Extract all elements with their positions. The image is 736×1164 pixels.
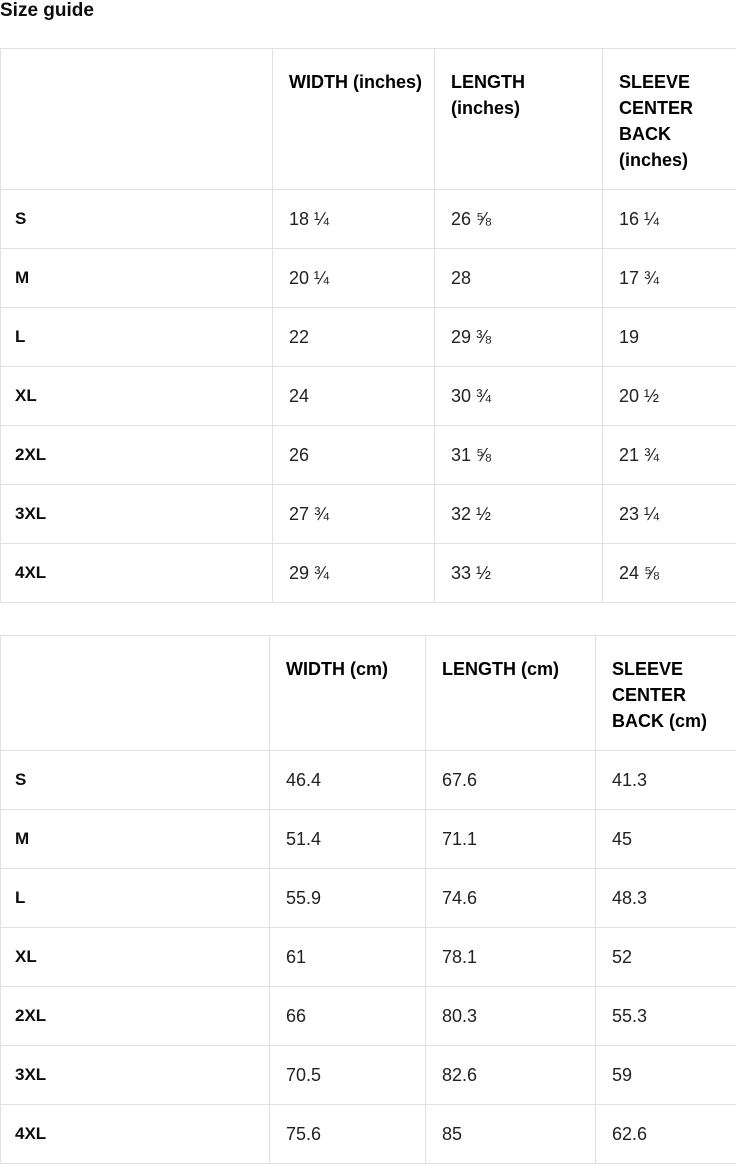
measurement-value: 29 ⅜ (435, 308, 603, 367)
measurement-value: 23 ¼ (603, 485, 736, 544)
measurement-value: 52 (596, 928, 736, 987)
measurement-value: 22 (273, 308, 435, 367)
size-table-cm: WIDTH (cm)LENGTH (cm)SLEEVE CENTER BACK … (0, 635, 736, 1164)
measurement-value: 70.5 (270, 1046, 426, 1105)
measurement-value: 26 (273, 426, 435, 485)
measurement-value: 67.6 (426, 751, 596, 810)
measurement-value: 17 ¾ (603, 249, 736, 308)
size-label: 3XL (1, 485, 273, 544)
measurement-value: 18 ¼ (273, 190, 435, 249)
size-label: 4XL (1, 544, 273, 603)
measurement-value: 74.6 (426, 869, 596, 928)
measurement-value: 20 ½ (603, 367, 736, 426)
measurement-value: 45 (596, 810, 736, 869)
size-label: L (1, 869, 270, 928)
measurement-value: 41.3 (596, 751, 736, 810)
column-header: WIDTH (cm) (270, 636, 426, 751)
measurement-value: 16 ¼ (603, 190, 736, 249)
size-table-inches: WIDTH (inches)LENGTH (inches)SLEEVE CENT… (0, 48, 736, 603)
measurement-value: 82.6 (426, 1046, 596, 1105)
measurement-value: 30 ¾ (435, 367, 603, 426)
measurement-value: 21 ¾ (603, 426, 736, 485)
measurement-value: 51.4 (270, 810, 426, 869)
size-table-cm-header: WIDTH (cm)LENGTH (cm)SLEEVE CENTER BACK … (1, 636, 736, 751)
size-label: XL (1, 928, 270, 987)
measurement-value: 59 (596, 1046, 736, 1105)
column-header: SLEEVE CENTER BACK (cm) (596, 636, 736, 751)
measurement-value: 27 ¾ (273, 485, 435, 544)
size-label: 3XL (1, 1046, 270, 1105)
measurement-value: 75.6 (270, 1105, 426, 1164)
measurement-value: 26 ⅝ (435, 190, 603, 249)
column-header: LENGTH (cm) (426, 636, 596, 751)
size-label: L (1, 308, 273, 367)
size-column-header-empty (1, 49, 273, 190)
measurement-value: 32 ½ (435, 485, 603, 544)
size-label: 2XL (1, 987, 270, 1046)
header-row: WIDTH (cm)LENGTH (cm)SLEEVE CENTER BACK … (1, 636, 736, 751)
measurement-value: 85 (426, 1105, 596, 1164)
size-label: S (1, 190, 273, 249)
size-label: 2XL (1, 426, 273, 485)
size-table-inches-header: WIDTH (inches)LENGTH (inches)SLEEVE CENT… (1, 49, 736, 190)
measurement-value: 61 (270, 928, 426, 987)
measurement-value: 28 (435, 249, 603, 308)
column-header: LENGTH (inches) (435, 49, 603, 190)
measurement-value: 20 ¼ (273, 249, 435, 308)
measurement-value: 24 ⅝ (603, 544, 736, 603)
page-title: Size guide (0, 0, 736, 22)
size-label: 4XL (1, 1105, 270, 1164)
measurement-value: 80.3 (426, 987, 596, 1046)
measurement-value: 55.3 (596, 987, 736, 1046)
size-label: XL (1, 367, 273, 426)
measurement-value: 29 ¾ (273, 544, 435, 603)
measurement-value: 24 (273, 367, 435, 426)
size-column-header-empty (1, 636, 270, 751)
size-label: S (1, 751, 270, 810)
header-row: WIDTH (inches)LENGTH (inches)SLEEVE CENT… (1, 49, 736, 190)
measurement-value: 46.4 (270, 751, 426, 810)
size-label: M (1, 810, 270, 869)
measurement-value: 62.6 (596, 1105, 736, 1164)
size-label: M (1, 249, 273, 308)
column-header: WIDTH (inches) (273, 49, 435, 190)
measurement-value: 66 (270, 987, 426, 1046)
measurement-value: 48.3 (596, 869, 736, 928)
measurement-value: 31 ⅝ (435, 426, 603, 485)
column-header: SLEEVE CENTER BACK (inches) (603, 49, 736, 190)
measurement-value: 78.1 (426, 928, 596, 987)
measurement-value: 71.1 (426, 810, 596, 869)
measurement-value: 19 (603, 308, 736, 367)
measurement-value: 55.9 (270, 869, 426, 928)
measurement-value: 33 ½ (435, 544, 603, 603)
